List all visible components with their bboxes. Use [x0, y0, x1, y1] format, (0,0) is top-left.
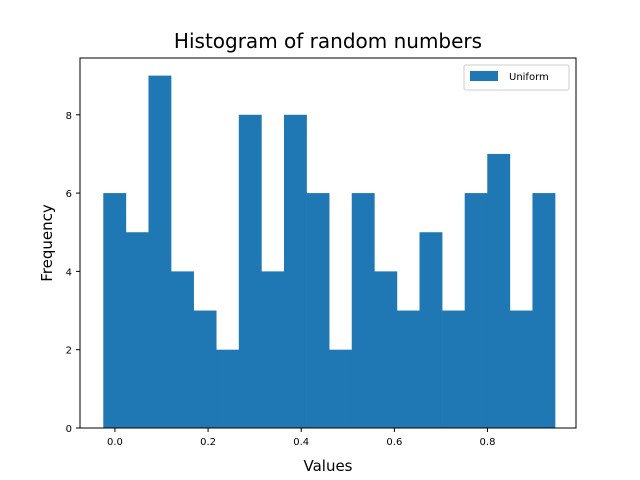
histogram-bar: [374, 271, 398, 428]
histogram-bar: [509, 310, 533, 428]
histogram-bar: [171, 271, 194, 428]
histogram-bar: [487, 153, 511, 429]
y-tick-label: 2: [66, 346, 72, 357]
legend: Uniform: [463, 64, 570, 91]
histogram-bar: [148, 75, 172, 428]
histogram-bar: [125, 232, 149, 428]
histogram-bar: [396, 310, 420, 428]
histogram-bar: [216, 349, 240, 428]
histogram-bar: [261, 271, 285, 428]
histogram-bar: [351, 193, 375, 428]
legend-label-uniform: Uniform: [509, 72, 549, 83]
histogram-bar: [238, 114, 262, 428]
histogram-bar: [103, 193, 127, 428]
y-tick-label: 4: [66, 267, 72, 278]
y-axis-label: Frequency: [38, 204, 56, 282]
x-tick-label: 0.4: [293, 437, 309, 448]
histogram-bar: [193, 310, 217, 428]
x-tick-label: 0.2: [200, 437, 216, 448]
bars-group: [103, 75, 556, 429]
histogram-bar: [464, 193, 488, 428]
histogram-bar: [419, 232, 443, 428]
plot-frame: [79, 57, 577, 429]
histogram-bar: [283, 114, 307, 428]
x-axis-ticks: 0.0 0.2 0.4 0.6 0.8: [107, 428, 495, 448]
y-tick-label: 8: [66, 111, 72, 122]
y-tick-label: 6: [66, 189, 72, 200]
y-tick-label: 0: [66, 424, 72, 435]
y-axis-ticks: 0 2 4 6 8: [66, 111, 80, 435]
histogram-bar: [329, 349, 353, 428]
x-axis-label: Values: [303, 457, 352, 475]
x-tick-label: 0.0: [107, 437, 123, 448]
x-tick-label: 0.8: [480, 437, 496, 448]
histogram-bar: [532, 193, 556, 428]
chart-title: Histogram of random numbers: [174, 29, 482, 53]
legend-swatch-uniform: [470, 71, 498, 81]
histogram-bar: [442, 310, 465, 428]
histogram-bar: [306, 193, 330, 428]
x-tick-label: 0.6: [386, 437, 402, 448]
